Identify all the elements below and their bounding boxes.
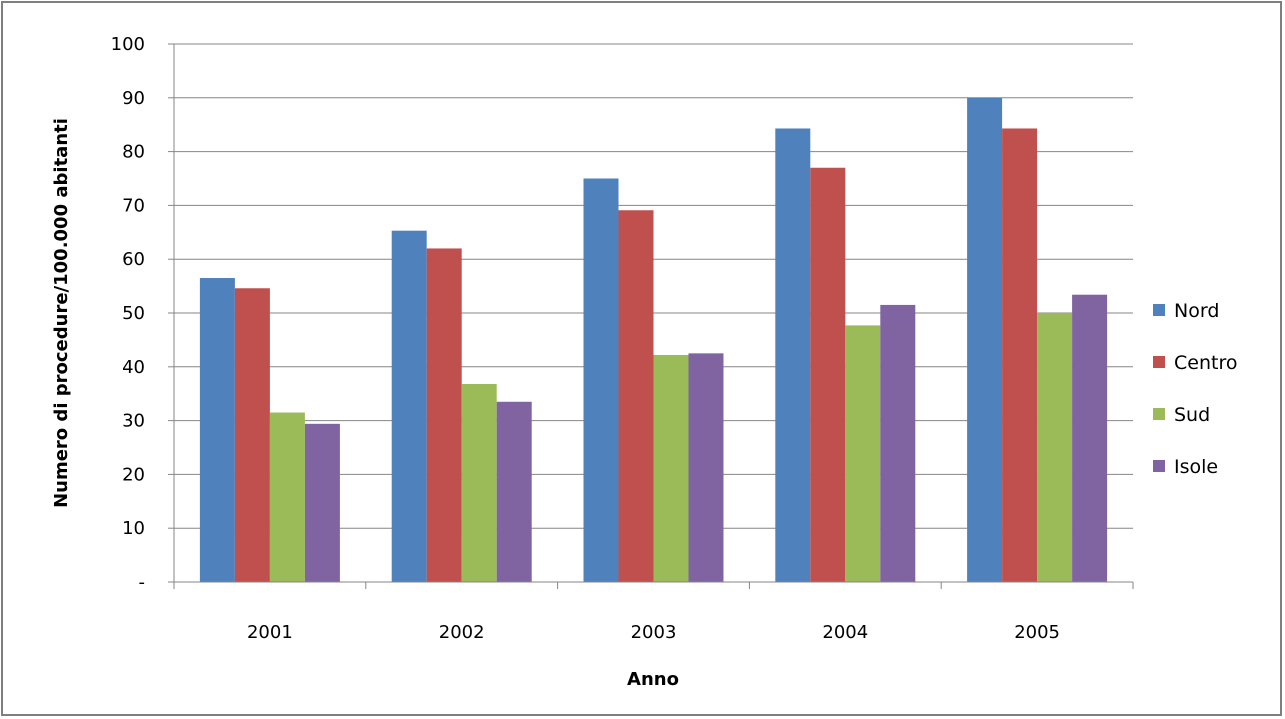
y-tick-label: 100	[111, 34, 145, 55]
legend-swatch-sud	[1153, 408, 1165, 420]
legend-label-nord: Nord	[1174, 300, 1219, 322]
bar-nord-2002	[391, 230, 427, 582]
y-tick-labels: - 10 20 30 40 50 60 70 80 90 100	[111, 34, 145, 593]
axes	[168, 43, 1134, 589]
bars	[199, 97, 1108, 583]
bar-nord-2004	[775, 128, 811, 582]
x-tick-labels: 2001 2002 2003 2004 2005	[247, 622, 1060, 643]
bar-sud-2004	[845, 325, 881, 582]
x-tick-label: 2005	[1014, 622, 1060, 643]
y-tick-label: 70	[122, 195, 145, 216]
bar-centro-2002	[426, 248, 462, 582]
y-tick-label: 20	[122, 464, 145, 485]
y-tick-label: 80	[122, 142, 145, 163]
legend-label-sud: Sud	[1174, 404, 1210, 426]
x-tick-label: 2001	[247, 622, 293, 643]
y-tick-label: 10	[122, 518, 145, 539]
bar-nord-2003	[583, 178, 619, 582]
y-tick-label: 40	[122, 357, 145, 378]
bar-centro-2004	[810, 167, 846, 583]
bar-centro-2003	[618, 210, 654, 582]
bar-sud-2001	[269, 412, 305, 582]
legend-swatch-nord	[1153, 304, 1165, 316]
legend-label-centro: Centro	[1174, 352, 1237, 374]
y-tick-label: -	[139, 572, 146, 593]
x-tick-label: 2003	[631, 622, 677, 643]
bar-nord-2005	[967, 97, 1003, 583]
y-tick-label: 90	[122, 88, 145, 109]
x-axis-title: Anno	[627, 669, 679, 690]
x-tick-label: 2002	[439, 622, 485, 643]
bar-isole-2003	[688, 353, 724, 582]
bar-nord-2001	[199, 278, 235, 582]
bar-centro-2005	[1002, 128, 1038, 582]
legend-swatch-centro	[1153, 356, 1165, 368]
bar-centro-2001	[234, 288, 270, 582]
y-tick-label: 50	[122, 303, 145, 324]
bar-isole-2002	[496, 401, 532, 582]
legend-label-isole: Isole	[1174, 456, 1218, 478]
bar-isole-2004	[880, 304, 916, 582]
bar-isole-2005	[1072, 294, 1108, 582]
y-tick-label: 60	[122, 249, 145, 270]
bar-sud-2003	[653, 354, 689, 582]
y-axis-title: Numero di procedure/100.000 abitanti	[51, 118, 72, 508]
bar-isole-2001	[304, 423, 340, 582]
legend: Nord Centro Sud Isole	[1153, 300, 1237, 478]
bar-sud-2002	[461, 384, 497, 582]
bar-sud-2005	[1037, 313, 1073, 582]
legend-swatch-isole	[1153, 460, 1165, 472]
x-tick-label: 2004	[822, 622, 868, 643]
y-tick-label: 30	[122, 411, 145, 432]
